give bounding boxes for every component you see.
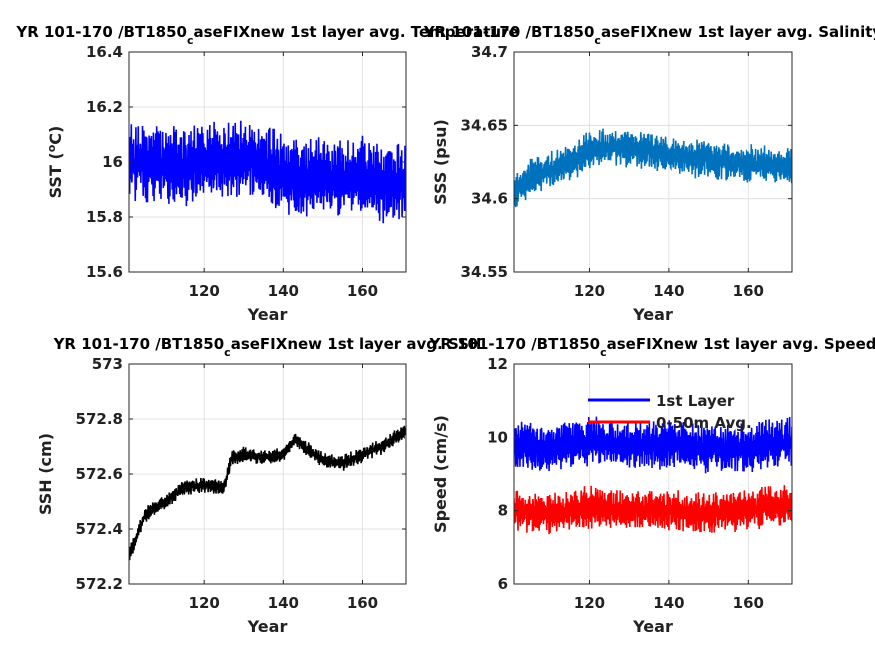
speed-axes-box [513,363,793,585]
speed-y-axis-label: Speed (cm/s) [431,415,450,533]
ssh-y-tick-label: 572.4 [76,520,123,538]
speed-y-tick-label: 10 [487,428,508,446]
ssh-x-tick-label: 140 [268,594,299,612]
speed-x-tick-label: 140 [653,594,684,612]
panel-sss: 120 140 160 34.55 34.6 34.65 34.7 Year SSS (psu)… [423,23,875,324]
sst-y-tick-label: 15.6 [86,263,123,281]
sss-series-line-0 [514,128,792,208]
sss-x-axis-label: Year [632,305,673,324]
sss-x-tick-label: 140 [653,282,684,300]
speed-x-axis-label: Year [632,617,673,636]
sst-y-tick-label: 16.4 [86,43,123,61]
sss-axes-box [513,51,793,273]
sss-y-tick-label: 34.65 [461,116,508,134]
sss-x-tick-label: 160 [733,282,764,300]
ssh-y-tick-label: 573 [92,355,123,373]
speed-plot-area [514,364,792,584]
ssh-y-tick-label: 572.8 [76,410,123,428]
sss-y-axis-label: SSS (psu) [431,119,450,205]
sss-y-tick-label: 34.7 [471,43,508,61]
sss-chart-title: YR 101-170 /BT1850caseFIXnew 1st layer a… [423,23,875,47]
speed-legend-label-0: 1st Layer [656,392,735,410]
sst-y-tick-label: 15.8 [86,208,123,226]
speed-y-tick-label: 12 [487,355,508,373]
speed-series-line-0 [514,416,792,474]
sss-y-tick-label: 34.55 [461,263,508,281]
sss-x-tick-label: 120 [574,282,605,300]
sst-x-tick-label: 120 [189,282,220,300]
sst-x-tick-label: 140 [268,282,299,300]
ssh-y-tick-label: 572.6 [76,465,123,483]
sst-x-tick-label: 160 [347,282,378,300]
ssh-x-tick-label: 160 [347,594,378,612]
panel-ssh: 120 140 160 572.2 572.4 572.6 572.8 573 Year SSH … [36,335,481,636]
speed-chart-title: YR 101-170 /BT1850caseFIXnew 1st layer a… [428,335,875,359]
speed-y-tick-label: 6 [498,575,508,593]
sst-y-tick-label: 16.2 [86,98,123,116]
ssh-y-tick-label: 572.2 [76,575,123,593]
panel-sst: 120 140 160 15.6 15.8 16 16.2 16.4 Year SST (oC) Y… [15,23,518,324]
ssh-x-axis-label: Year [247,617,288,636]
sst-x-axis-label: Year [247,305,288,324]
speed-y-tick-label: 8 [498,502,508,520]
sst-y-tick-label: 16 [102,153,123,171]
ssh-x-tick-label: 120 [189,594,220,612]
sst-chart-title: YR 101-170 /BT1850caseFIXnew 1st layer a… [15,23,518,47]
panel-speed: 120 140 160 6 8 10 12 Year Speed (cm/s) YR 101-17… [428,335,875,636]
sss-y-tick-label: 34.6 [471,190,508,208]
sst-y-axis-label: SST (oC) [45,126,66,199]
speed-legend-label-1: 0-50m Avg. [656,414,752,432]
ssh-y-axis-label: SSH (cm) [36,433,55,515]
ssh-chart-title: YR 101-170 /BT1850caseFIXnew 1st layer a… [53,335,482,359]
sst-series-line-0 [129,120,406,224]
speed-series-line-1 [514,485,792,535]
speed-x-tick-label: 120 [574,594,605,612]
ssh-series-line-0 [129,425,406,561]
speed-x-tick-label: 160 [733,594,764,612]
